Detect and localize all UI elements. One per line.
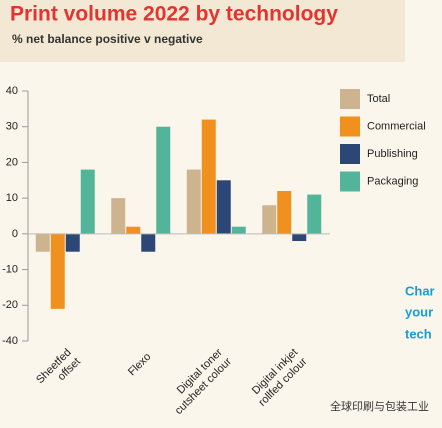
y-tick-label: 20 xyxy=(6,156,18,168)
annotation: tech xyxy=(405,326,432,341)
bar xyxy=(216,180,231,234)
bar xyxy=(111,198,126,234)
bar xyxy=(201,119,216,234)
bar xyxy=(156,126,171,234)
bar xyxy=(262,205,277,234)
y-tick-label: 10 xyxy=(6,192,18,204)
y-tick-label: 0 xyxy=(12,228,18,240)
watermark: 全球印刷与包装工业 xyxy=(330,399,429,413)
bar xyxy=(126,226,141,234)
y-tick-label: -20 xyxy=(2,299,18,311)
bar xyxy=(277,191,292,234)
legend-swatch xyxy=(340,171,360,192)
bar xyxy=(80,169,95,234)
bar xyxy=(35,233,50,252)
bar xyxy=(231,226,246,234)
bar xyxy=(65,233,80,252)
legend-swatch xyxy=(340,144,360,164)
bar xyxy=(186,169,201,234)
legend-label: Publishing xyxy=(367,148,418,160)
chart-title: Print volume 2022 by technology xyxy=(10,3,338,26)
chart-subtitle: % net balance positive v negative xyxy=(12,32,203,46)
bar xyxy=(141,233,156,252)
header-band xyxy=(0,0,405,62)
annotation: Char xyxy=(405,283,435,298)
y-tick-label: -10 xyxy=(2,263,18,275)
y-tick-label: 40 xyxy=(6,85,18,97)
y-tick-label: -40 xyxy=(2,335,18,347)
legend-label: Total xyxy=(367,93,390,105)
annotation: your xyxy=(405,304,433,319)
legend-swatch xyxy=(340,116,360,137)
bar xyxy=(50,233,65,309)
legend-label: Packaging xyxy=(367,175,418,187)
y-tick-label: 30 xyxy=(6,121,18,133)
bar xyxy=(292,233,307,241)
bar xyxy=(307,194,322,234)
legend-swatch xyxy=(340,89,360,109)
legend-label: Commercial xyxy=(367,120,426,132)
